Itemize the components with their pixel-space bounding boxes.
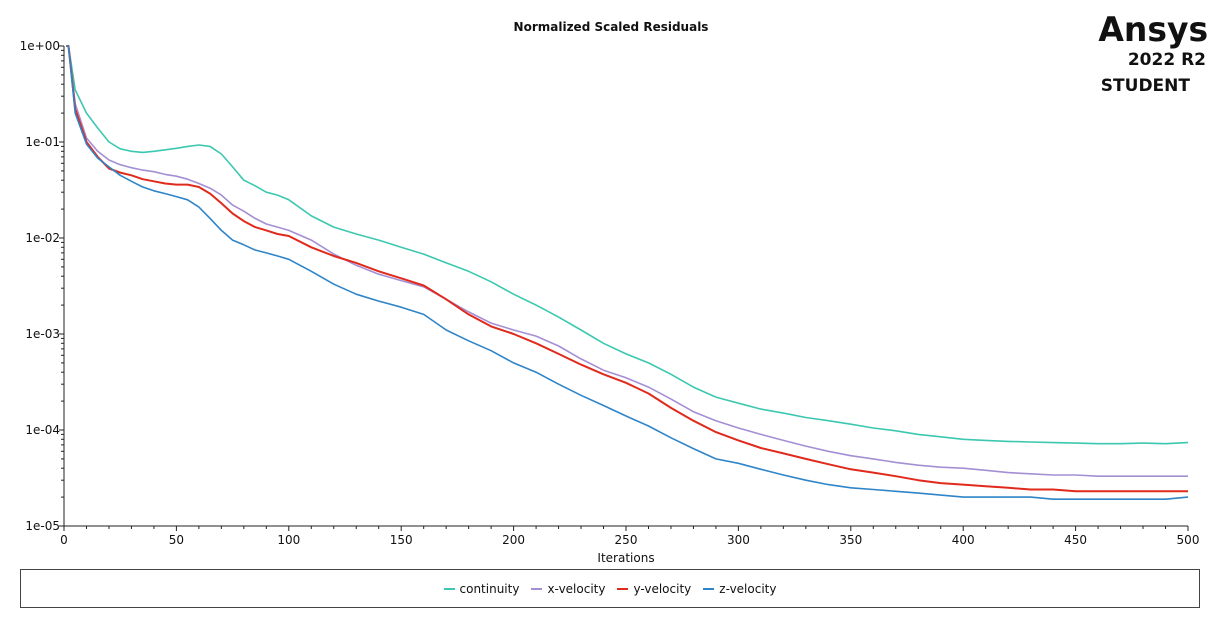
brand-name: Ansys [1098, 10, 1208, 50]
chart-title: Normalized Scaled Residuals [513, 20, 709, 34]
legend-swatch [617, 587, 629, 590]
legend-item-y-velocity: y-velocity [617, 582, 691, 596]
x-tick-label: 50 [169, 533, 184, 547]
legend-label: continuity [459, 581, 520, 596]
x-tick-label: 450 [1064, 533, 1087, 547]
x-tick-label: 350 [839, 533, 862, 547]
legend-label: z-velocity [719, 581, 777, 596]
residuals-chart: 0 50 100 150 200 250 300 350 400 450 500 1e+00 1e-0… [20, 39, 1200, 565]
x-tick-label: 100 [277, 533, 300, 547]
x-axis-label: Iterations [597, 551, 654, 565]
x-axis-ticks: 0 50 100 150 200 250 300 350 400 450 500 [60, 526, 1199, 547]
legend-swatch [531, 587, 543, 590]
legend-item-x-velocity: x-velocity [531, 582, 605, 596]
y-tick-label: 1e+00 [20, 39, 60, 53]
legend-item-z-velocity: z-velocity [703, 582, 776, 596]
ansys-logo: Ansys 2022 R2 STUDENT [1095, 10, 1208, 96]
brand-version: 2022 R2 [1127, 50, 1206, 70]
legend-swatch [703, 587, 715, 590]
y-axis-ticks: 1e+00 1e-01 1e-02 1e-03 1e-04 1e-05 [20, 39, 64, 533]
x-tick-label: 250 [615, 533, 638, 547]
legend-label: y-velocity [633, 581, 692, 596]
legend-item-continuity: continuity [443, 581, 520, 596]
chart-legend: continuity x-velocity y-velocity z-velocity [20, 569, 1200, 608]
x-tick-label: 500 [1177, 533, 1200, 547]
series-line-z-velocity [66, 45, 1189, 501]
x-tick-label: 300 [727, 533, 750, 547]
chart-axes [63, 46, 1188, 527]
x-tick-label: 0 [60, 533, 68, 547]
y-tick-label: 1e-05 [25, 519, 60, 533]
chart-series [66, 45, 1189, 501]
series-line-y-velocity [66, 45, 1188, 493]
y-tick-label: 1e-02 [25, 231, 60, 245]
series-line-continuity [66, 45, 1189, 445]
x-tick-label: 150 [390, 533, 413, 547]
y-tick-label: 1e-03 [25, 327, 60, 341]
legend-label: x-velocity [547, 581, 606, 596]
legend-swatch [443, 587, 455, 590]
series-line-x-velocity [66, 45, 1188, 478]
y-tick-label: 1e-01 [25, 135, 60, 149]
x-tick-label: 200 [502, 533, 525, 547]
y-tick-label: 1e-04 [25, 423, 60, 437]
brand-edition: STUDENT [1100, 76, 1190, 96]
x-tick-label: 400 [952, 533, 975, 547]
